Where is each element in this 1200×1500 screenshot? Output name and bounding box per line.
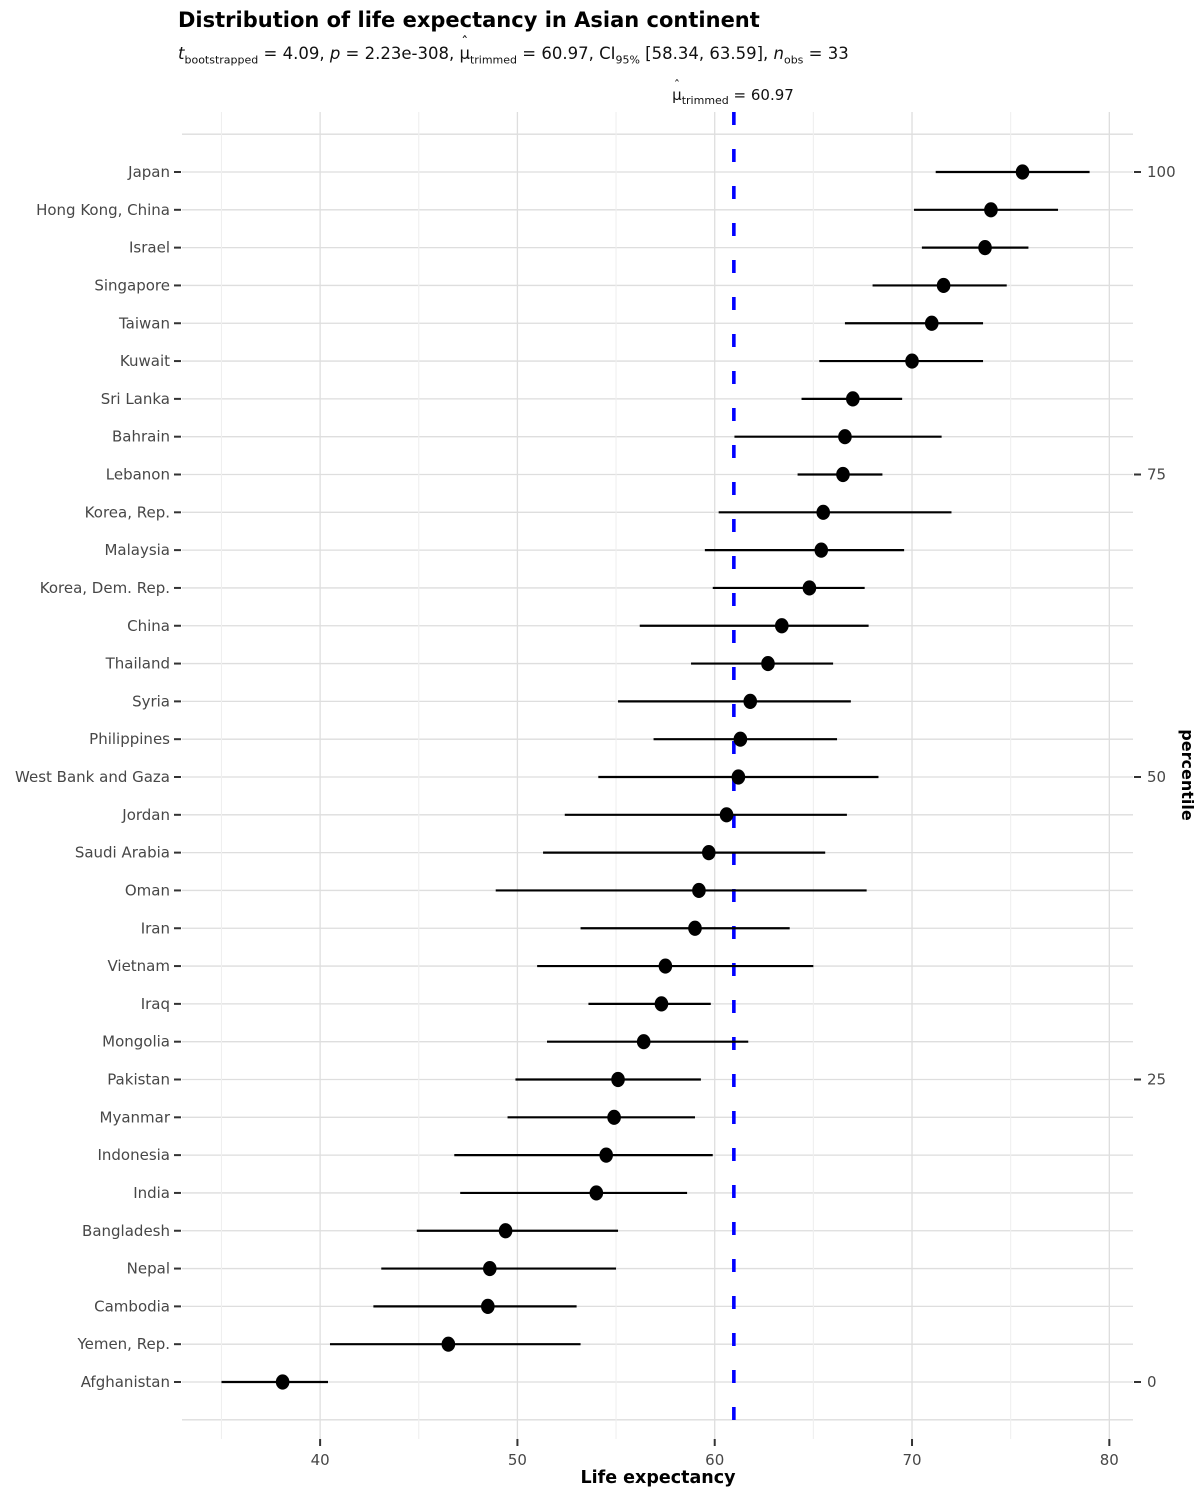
point-estimate <box>775 618 789 634</box>
y-axis-label: Afghanistan <box>81 1373 170 1391</box>
point-estimate <box>924 315 939 331</box>
y-axis-label: Korea, Rep. <box>85 503 170 521</box>
y-axis-label: West Bank and Gaza <box>15 768 170 786</box>
right-axis-title: percentile <box>1178 729 1197 821</box>
point-estimate <box>838 429 852 445</box>
point-estimate <box>481 1298 495 1314</box>
y-axis-label: Israel <box>129 239 170 257</box>
x-axis-label: 70 <box>902 1451 921 1469</box>
right-axis-label: 50 <box>1147 768 1166 786</box>
point-estimate <box>719 807 734 823</box>
point-estimate <box>482 1260 497 1277</box>
point-estimate <box>692 882 706 899</box>
point-estimate <box>607 1109 621 1125</box>
y-axis-label: Pakistan <box>107 1071 170 1089</box>
point-estimate <box>936 277 951 294</box>
x-axis-title: Life expectancy <box>580 1468 736 1488</box>
x-axis-label: 50 <box>508 1451 527 1469</box>
y-axis-label: Nepal <box>127 1260 170 1278</box>
point-estimate <box>1015 164 1030 180</box>
test-line-label: ˆ μtrimmed = 60.97 <box>672 78 794 107</box>
right-axis-label: 0 <box>1147 1373 1157 1391</box>
point-estimate <box>814 542 829 558</box>
point-estimate <box>816 504 831 520</box>
y-axis-label: Lebanon <box>106 466 170 484</box>
point-estimate <box>275 1374 290 1390</box>
point-estimate <box>636 1034 651 1050</box>
chart-title: Distribution of life expectancy in Asian… <box>178 8 760 32</box>
point-estimate <box>498 1223 513 1239</box>
y-axis-label: Oman <box>125 881 170 899</box>
point-estimate <box>701 845 716 861</box>
right-axis-label: 25 <box>1147 1071 1166 1089</box>
right-axis-label: 75 <box>1147 466 1166 484</box>
y-axis-label: Malaysia <box>104 541 170 559</box>
y-axis-label: Taiwan <box>118 314 170 332</box>
y-axis-label: Korea, Dem. Rep. <box>40 579 170 597</box>
point-estimate <box>611 1071 625 1088</box>
y-axis-label: Bahrain <box>112 428 170 446</box>
y-axis-label: Thailand <box>105 655 170 673</box>
y-axis-label: Cambodia <box>94 1297 170 1315</box>
point-estimate <box>599 1147 614 1163</box>
y-axis-label: Bangladesh <box>82 1222 170 1240</box>
point-estimate <box>441 1336 456 1352</box>
y-axis-label: India <box>133 1184 170 1202</box>
point-estimate <box>658 958 673 974</box>
y-axis-label: Iraq <box>141 995 170 1013</box>
y-axis-label: Jordan <box>121 806 170 824</box>
y-axis-label: Sri Lanka <box>101 390 170 408</box>
y-axis-label: Hong Kong, China <box>36 201 170 219</box>
point-estimate <box>589 1185 604 1201</box>
y-axis-label: Singapore <box>94 276 170 294</box>
point-estimate <box>731 769 746 785</box>
right-axis-label: 100 <box>1147 163 1176 181</box>
y-axis-label: Japan <box>127 163 170 181</box>
point-estimate <box>802 580 817 596</box>
x-axis-label: 60 <box>705 1451 724 1469</box>
y-axis-label: Kuwait <box>120 352 170 370</box>
y-axis-label: Mongolia <box>102 1033 170 1051</box>
y-axis-label: Indonesia <box>97 1146 170 1164</box>
y-axis-label: Yemen, Rep. <box>76 1335 170 1353</box>
y-axis-label: Saudi Arabia <box>75 844 170 862</box>
y-axis-label: China <box>127 617 170 635</box>
y-axis-label: Philippines <box>89 730 170 748</box>
point-estimate <box>743 693 758 709</box>
point-estimate <box>846 391 860 407</box>
point-estimate <box>654 996 669 1012</box>
y-axis-label: Iran <box>141 919 170 937</box>
x-axis-label: 80 <box>1100 1451 1119 1469</box>
point-estimate <box>978 240 992 256</box>
x-axis-label: 40 <box>311 1451 330 1469</box>
y-axis-label: Syria <box>132 692 170 710</box>
chart-subtitle: tbootstrapped = 4.09, p = 2.23e-308, ˆ μt… <box>178 35 849 67</box>
point-estimate <box>905 353 919 369</box>
y-axis-label: Vietnam <box>107 957 170 975</box>
point-estimate <box>836 466 850 483</box>
point-estimate <box>761 655 775 672</box>
point-estimate <box>984 202 998 218</box>
y-axis-label: Myanmar <box>100 1108 171 1126</box>
point-estimate <box>688 920 702 936</box>
point-estimate <box>733 731 748 747</box>
